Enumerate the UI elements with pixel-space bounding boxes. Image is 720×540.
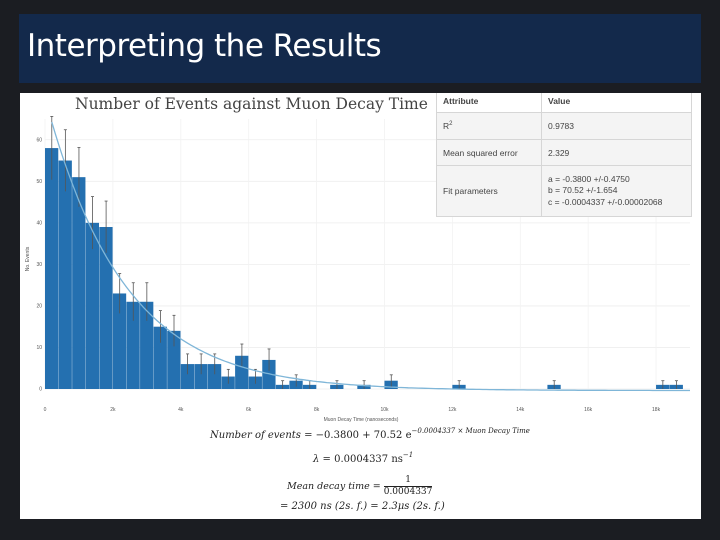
x-axis-label: Muon Decay Time (nanoseconds) xyxy=(324,417,399,423)
histogram-bar xyxy=(207,364,222,389)
eq2-exp: −1 xyxy=(402,451,414,459)
eq4-text: = 2300 ns (2s. f.) = 2.3μs (2s. f.) xyxy=(280,501,445,512)
histogram-bar xyxy=(72,177,86,389)
x-tick-label: 2k xyxy=(110,407,116,413)
equation-lambda: λ = 0.0004337 ns−1 xyxy=(313,451,414,465)
r2-label-text: R xyxy=(443,121,450,131)
histogram-bar xyxy=(140,301,154,389)
y-tick-label: 60 xyxy=(36,137,42,143)
header-value: Value xyxy=(541,93,692,113)
table-row-r2: R2 0.9783 xyxy=(436,112,692,140)
y-axis-label: No. Events xyxy=(25,246,31,271)
eq3-denominator: 0.0004337 xyxy=(383,487,433,497)
fit-param-a: a = -0.3800 +/-0.4750 xyxy=(548,173,630,184)
x-tick-label: 8k xyxy=(314,407,320,413)
table-header-row: Attribute Value xyxy=(436,93,692,113)
equation-result: = 2300 ns (2s. f.) = 2.3μs (2s. f.) xyxy=(280,501,445,512)
y-tick-label: 10 xyxy=(36,345,42,351)
r2-label-sup: 2 xyxy=(449,121,453,128)
content-panel: Number of Events against Muon Decay Time… xyxy=(20,93,701,519)
x-tick-label: 12k xyxy=(448,407,457,413)
histogram-bar xyxy=(99,227,113,389)
histogram-bar xyxy=(235,355,249,389)
slide-title: Interpreting the Results xyxy=(27,28,382,64)
histogram-bar xyxy=(194,364,208,389)
y-tick-label: 20 xyxy=(36,303,42,309)
histogram-bar xyxy=(85,222,100,389)
eq2-val: 0.0004337 ns xyxy=(334,454,403,465)
header-attribute: Attribute xyxy=(436,93,542,113)
fit-values: a = -0.3800 +/-0.4750 b = 70.52 +/-1.654… xyxy=(541,165,692,217)
x-tick-label: 14k xyxy=(516,407,525,413)
fit-curve xyxy=(51,121,690,392)
y-tick-label: 0 xyxy=(39,387,42,393)
fit-label: Fit parameters xyxy=(436,165,542,217)
eq3-fraction: 1 0.0004337 xyxy=(383,475,433,498)
r2-label: R2 xyxy=(436,112,542,140)
x-tick-label: 0 xyxy=(44,407,47,413)
x-tick-label: 16k xyxy=(584,407,593,413)
ticks-layer: 0 10 20 30 40 50 60 0 2k 4k 6k 8k 10k 12k 14k 16k 18k xyxy=(36,137,660,413)
y-tick-label: 50 xyxy=(36,179,42,185)
fit-param-c: c = -0.0004337 +/-0.00002068 xyxy=(548,196,663,207)
equation-mean-decay: Mean decay time = 1 0.0004337 xyxy=(287,475,433,498)
eq1-exp: −0.0004337 × Muon Decay Time xyxy=(411,427,530,435)
x-tick-label: 10k xyxy=(380,407,389,413)
x-tick-label: 18k xyxy=(652,407,661,413)
eq2-lhs: λ = xyxy=(313,454,335,465)
fit-results-table: Attribute Value R2 0.9783 Mean squared e… xyxy=(436,93,692,217)
histogram-bar xyxy=(167,330,181,389)
histogram-bar xyxy=(180,364,195,389)
y-tick-label: 30 xyxy=(36,262,42,268)
histogram-bar xyxy=(58,160,72,389)
x-tick-label: 4k xyxy=(178,407,184,413)
histogram-bar xyxy=(126,301,140,389)
grid-layer xyxy=(44,119,690,390)
eq3-numerator: 1 xyxy=(383,475,433,487)
histogram-bar xyxy=(262,359,276,389)
table-row-mse: Mean squared error 2.329 xyxy=(436,139,692,166)
mse-value: 2.329 xyxy=(541,139,692,166)
histogram-bar xyxy=(112,293,127,389)
table-row-fit: Fit parameters a = -0.3800 +/-0.4750 b =… xyxy=(436,165,692,217)
x-tick-label: 6k xyxy=(246,407,252,413)
slide-title-bar: Interpreting the Results xyxy=(19,14,701,83)
mse-label: Mean squared error xyxy=(436,139,542,166)
bars-layer xyxy=(45,148,683,389)
fit-param-b: b = 70.52 +/-1.654 xyxy=(548,185,618,196)
chart-title: Number of Events against Muon Decay Time xyxy=(75,95,428,113)
histogram-bar xyxy=(153,326,167,389)
decay-histogram-chart: Number of Events against Muon Decay Time… xyxy=(25,95,690,423)
histogram-bar xyxy=(45,148,59,389)
eq1-rhs: = −0.3800 + 70.52 e xyxy=(300,430,412,441)
eq3-lhs: Mean decay time = xyxy=(287,481,384,492)
equation-fit: Number of events = −0.3800 + 70.52 e−0.0… xyxy=(210,427,530,441)
r2-value: 0.9783 xyxy=(541,112,692,140)
eq1-lhs: Number of events xyxy=(210,430,301,441)
y-tick-label: 40 xyxy=(36,220,42,226)
